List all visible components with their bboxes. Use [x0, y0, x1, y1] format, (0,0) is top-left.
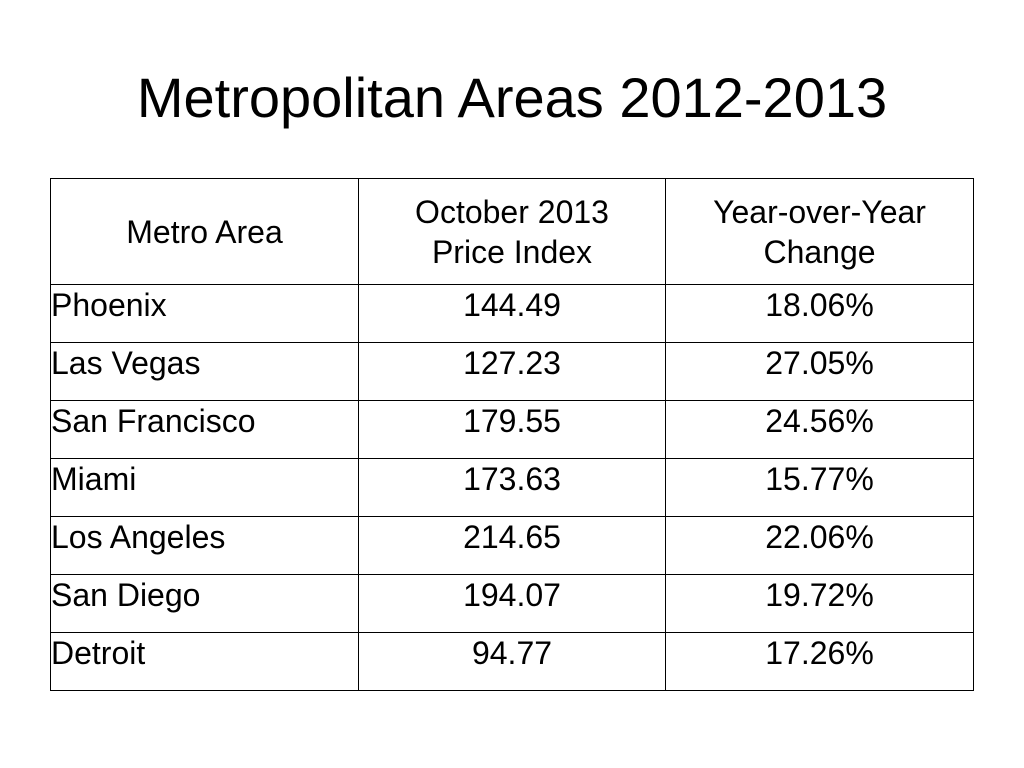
yoy-change-cell: 24.56% — [665, 400, 974, 459]
price-index-cell: 127.23 — [358, 342, 666, 401]
header-price-index-line1: October 2013 — [415, 193, 609, 230]
header-metro-area: Metro Area — [50, 178, 359, 285]
metro-area-cell: Los Angeles — [50, 516, 359, 575]
yoy-change-cell: 17.26% — [665, 632, 974, 691]
yoy-change-cell: 22.06% — [665, 516, 974, 575]
table-row: Phoenix 144.49 18.06% — [50, 284, 974, 343]
price-index-table: Metro Area October 2013 Price Index Year… — [50, 178, 974, 691]
price-index-cell: 94.77 — [358, 632, 666, 691]
yoy-change-cell: 18.06% — [665, 284, 974, 343]
price-index-cell: 214.65 — [358, 516, 666, 575]
metro-area-cell: Detroit — [50, 632, 359, 691]
metro-area-cell: San Francisco — [50, 400, 359, 459]
price-index-cell: 144.49 — [358, 284, 666, 343]
header-yoy-change: Year-over-Year Change — [665, 178, 974, 285]
metro-area-cell: Miami — [50, 458, 359, 517]
price-index-cell: 179.55 — [358, 400, 666, 459]
table-row: Las Vegas 127.23 27.05% — [50, 342, 974, 401]
header-yoy-change-line1: Year-over-Year — [713, 193, 926, 230]
table-row: San Francisco 179.55 24.56% — [50, 400, 974, 459]
yoy-change-cell: 27.05% — [665, 342, 974, 401]
metro-area-cell: San Diego — [50, 574, 359, 633]
table-row: San Diego 194.07 19.72% — [50, 574, 974, 633]
table-row: Miami 173.63 15.77% — [50, 458, 974, 517]
table-row: Detroit 94.77 17.26% — [50, 632, 974, 691]
yoy-change-cell: 15.77% — [665, 458, 974, 517]
header-price-index: October 2013 Price Index — [358, 178, 666, 285]
table-row: Los Angeles 214.65 22.06% — [50, 516, 974, 575]
metro-area-cell: Las Vegas — [50, 342, 359, 401]
price-index-cell: 194.07 — [358, 574, 666, 633]
slide-title: Metropolitan Areas 2012-2013 — [136, 66, 888, 129]
metro-area-cell: Phoenix — [50, 284, 359, 343]
header-yoy-change-line2: Change — [763, 233, 876, 270]
table-header-row: Metro Area October 2013 Price Index Year… — [50, 178, 974, 285]
header-metro-area-label: Metro Area — [126, 213, 283, 250]
price-index-cell: 173.63 — [358, 458, 666, 517]
header-price-index-line2: Price Index — [431, 233, 593, 270]
yoy-change-cell: 19.72% — [665, 574, 974, 633]
